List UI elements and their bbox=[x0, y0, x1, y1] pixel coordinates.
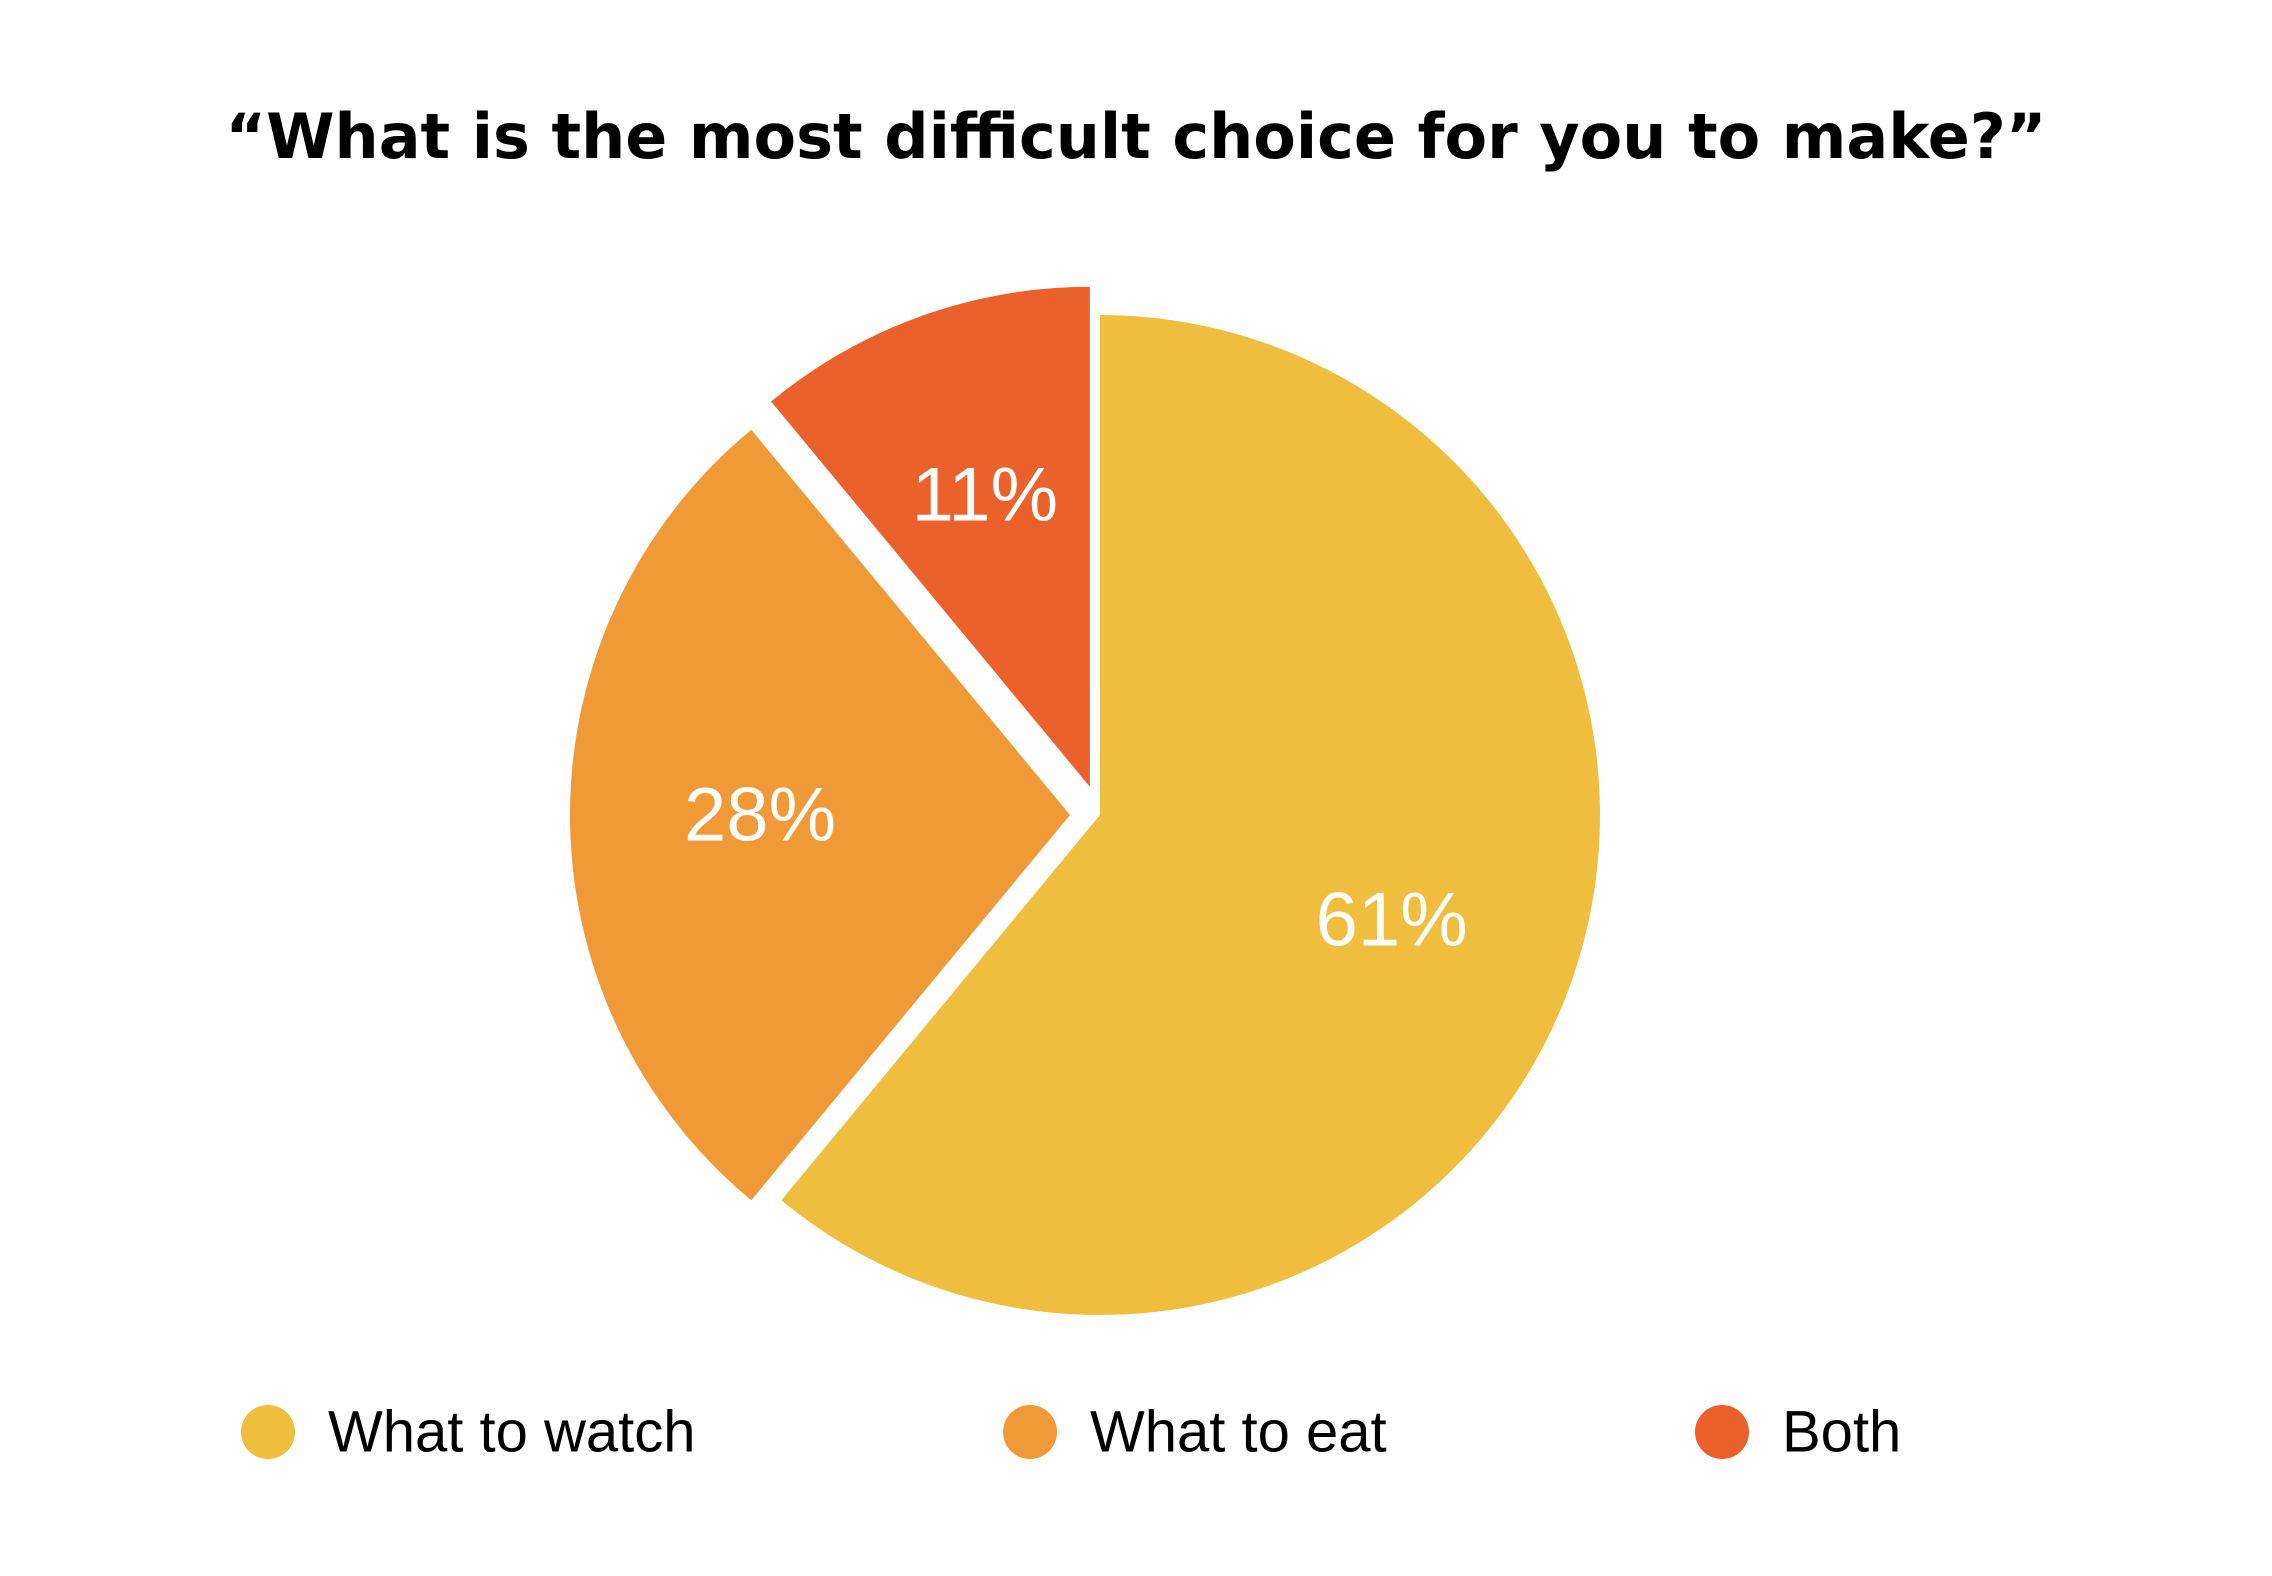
legend-item: What to watch bbox=[241, 1400, 695, 1465]
legend-swatch bbox=[241, 1405, 295, 1459]
slice-label: 11% bbox=[912, 453, 1058, 538]
slice-label: 28% bbox=[684, 773, 836, 858]
legend-item: What to eat bbox=[1003, 1400, 1387, 1465]
legend-item: Both bbox=[1695, 1400, 1901, 1465]
legend: What to watch What to eat Both bbox=[241, 1400, 1901, 1465]
legend-label: Both bbox=[1782, 1400, 1901, 1465]
pie-slices bbox=[570, 286, 1601, 1315]
legend-swatch bbox=[1003, 1405, 1057, 1459]
legend-swatch bbox=[1695, 1405, 1749, 1459]
pie-slice-both bbox=[771, 286, 1090, 787]
chart-title: “What is the most difficult choice for y… bbox=[225, 100, 2046, 173]
pie-slice-what-to-watch bbox=[781, 315, 1601, 1315]
legend-label: What to watch bbox=[328, 1400, 695, 1465]
slice-labels: 61% 28% 11% bbox=[684, 453, 1468, 963]
legend-label: What to eat bbox=[1090, 1400, 1387, 1465]
slice-label: 61% bbox=[1316, 878, 1468, 963]
pie-slice-what-to-eat bbox=[570, 429, 1070, 1201]
